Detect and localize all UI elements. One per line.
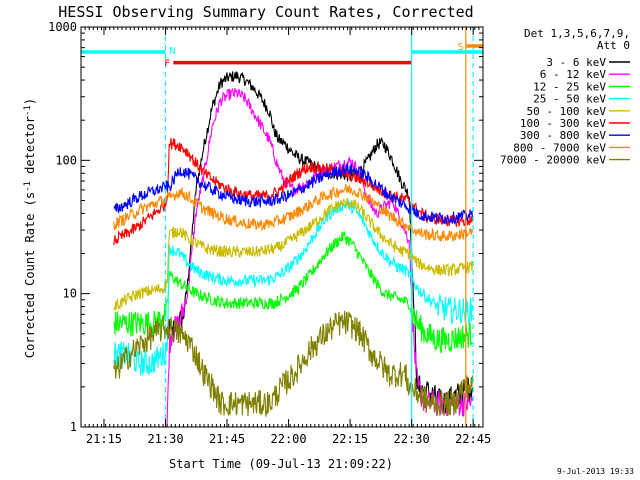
series-line-5: [113, 197, 474, 311]
series-line-7: [113, 163, 474, 225]
y-tick-label: 1000: [48, 20, 77, 34]
series-line-1: [168, 71, 474, 414]
chart-title: HESSI Observing Summary Count Rates, Cor…: [58, 3, 473, 21]
series-line-9: [113, 310, 474, 417]
series-line-2: [166, 87, 473, 426]
x-tick-label: 21:45: [209, 432, 245, 446]
legend-label-2: 6 - 12 keV: [540, 68, 607, 81]
series-line-3: [113, 230, 473, 354]
plot-area: FN S: [80, 26, 484, 428]
legend-label-7: 300 - 800 keV: [520, 129, 606, 142]
y-tick-label: 10: [63, 287, 77, 301]
x-tick-label: 22:00: [271, 432, 307, 446]
legend-label-9: 7000 - 20000 keV: [500, 154, 606, 167]
series-line-8: [113, 183, 474, 242]
legend-label-5: 50 - 100 keV: [527, 105, 607, 118]
x-tick-label: 22:45: [455, 432, 491, 446]
y-axis-label: Corrected Count Rate (s-1 detector-1): [23, 98, 37, 358]
legend-label-1: 3 - 6 keV: [546, 56, 606, 69]
x-tick-label: 21:15: [86, 432, 122, 446]
x-tick-label: 22:15: [332, 432, 368, 446]
series-line-6: [113, 137, 474, 246]
series-line-4: [113, 199, 474, 377]
x-axis: 21:15 21:30 21:45 22:00 22:15 22:30 22:45: [80, 27, 491, 446]
legend-label-3: 12 - 25 keV: [533, 80, 606, 93]
legend-label-8: 800 - 7000 keV: [513, 141, 606, 154]
y-tick-label: 100: [55, 153, 77, 167]
legend-label-4: 25 - 50 keV: [533, 93, 606, 106]
flag-label-s: S: [458, 42, 464, 53]
x-axis-label: Start Time (09-Jul-13 21:09:22): [169, 457, 393, 471]
x-tick-label: 22:30: [394, 432, 430, 446]
timestamp: 9-Jul-2013 19:33: [557, 467, 634, 476]
x-tick-label: 21:30: [147, 432, 183, 446]
y-axis: 1 10 100 1000: [48, 20, 483, 434]
flag-label-f: F: [164, 59, 170, 70]
legend-header-detectors: Det 1,3,5,6,7,9,: [524, 27, 630, 40]
flag-label-n: N: [169, 46, 175, 57]
legend-header-attenuator: Att 0: [597, 39, 630, 52]
y-tick-label: 1: [70, 420, 77, 434]
legend-label-6: 100 - 300 keV: [520, 117, 606, 130]
